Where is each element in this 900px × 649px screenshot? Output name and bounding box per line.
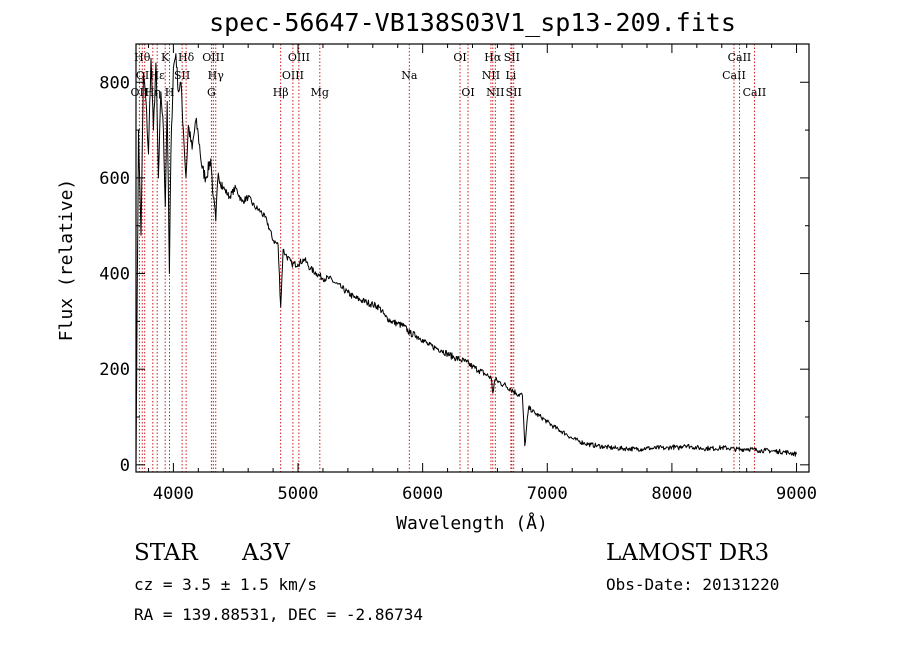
x-tick-label-3: 7000 [527, 484, 568, 504]
line-label-18: OI [461, 86, 474, 99]
line-label-5: K [161, 51, 170, 64]
line-label-6: H [165, 86, 175, 99]
x-tick-label-4: 8000 [651, 484, 692, 504]
line-label-7: SII [174, 69, 190, 82]
y-tick-label-3: 600 [99, 169, 130, 189]
line-label-4: Hε [150, 69, 166, 82]
line-label-10: Hγ [208, 69, 225, 82]
line-label-26: CaII [728, 51, 752, 64]
y-tick-label-0: 0 [120, 456, 130, 476]
line-label-16: Na [401, 69, 418, 82]
line-label-21: NII [486, 86, 504, 99]
line-label-22: SII [504, 51, 520, 64]
spectrum-layer [135, 53, 797, 465]
x-tick-label-5: 9000 [776, 484, 817, 504]
line-label-19: NII [482, 69, 500, 82]
x-tick-label-1: 5000 [278, 484, 319, 504]
y-tick-label-2: 400 [99, 265, 130, 285]
axis-ticks: 4000 5000 6000 7000 8000 9000 0 200 400 600 800 [99, 44, 817, 504]
x-axis-label: Wavelength (Å) [396, 512, 548, 534]
line-label-25: CaII [722, 69, 746, 82]
object-class: STAR [134, 540, 198, 566]
y-axis-label: Flux (relative) [56, 179, 77, 342]
observation-date: Obs-Date: 20131220 [606, 575, 780, 594]
x-tick-label-2: 6000 [402, 484, 443, 504]
plot-frame [135, 43, 810, 473]
line-label-0: OII [131, 86, 149, 99]
line-label-14: OIII [288, 51, 310, 64]
line-label-8: Hδ [178, 51, 195, 64]
line-label-15: Mg [311, 86, 329, 99]
y-tick-label-1: 200 [99, 360, 130, 380]
line-label-20: Hα [484, 51, 502, 64]
line-label-2: OII [136, 69, 154, 82]
line-label-17: OI [453, 51, 466, 64]
object-subclass: A3V [242, 540, 290, 566]
line-label-3: Hη [145, 86, 161, 99]
survey-name: LAMOST DR3 [606, 540, 770, 566]
ra-dec: RA = 139.88531, DEC = -2.86734 [134, 605, 423, 624]
line-label-1: Hθ [134, 51, 151, 64]
line-label-11: G [207, 86, 216, 99]
redshift-cz: cz = 3.5 ± 1.5 km/s [134, 575, 318, 594]
line-label-9: OIII [202, 51, 224, 64]
chart-title: spec-56647-VB138S03V1_sp13-209.fits [209, 8, 736, 37]
line-label-27: CaII [743, 86, 767, 99]
line-label-23: Li [505, 69, 516, 82]
y-tick-label-4: 800 [99, 73, 130, 93]
spectrum-series [135, 53, 797, 465]
x-tick-label-0: 4000 [153, 484, 194, 504]
line-label-13: OIII [282, 69, 304, 82]
line-label-12: Hβ [273, 86, 289, 99]
line-label-24: SII [506, 86, 522, 99]
